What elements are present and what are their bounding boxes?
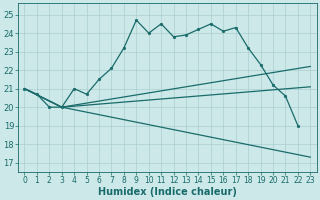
X-axis label: Humidex (Indice chaleur): Humidex (Indice chaleur) <box>98 187 237 197</box>
